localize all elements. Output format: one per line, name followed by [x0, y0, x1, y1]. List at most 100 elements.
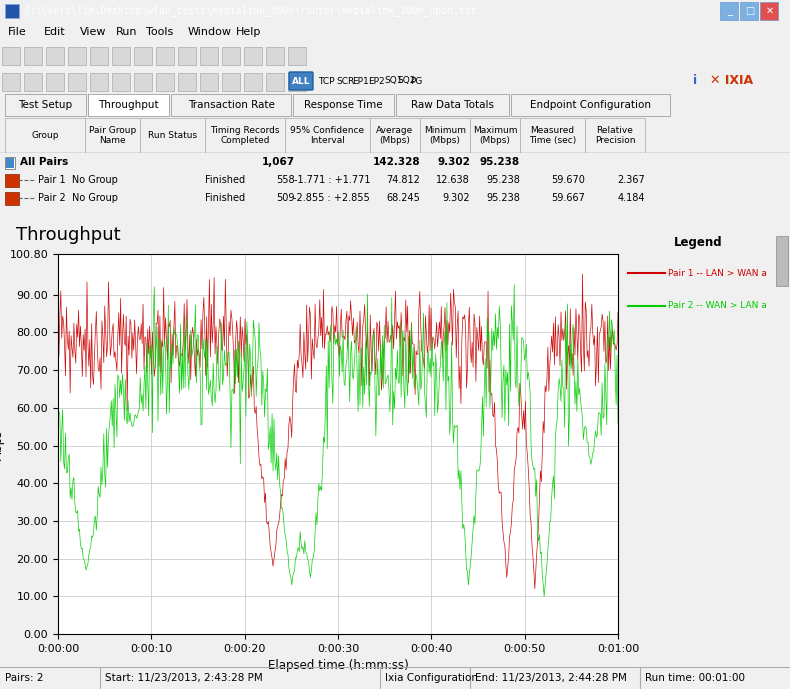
Bar: [244, 73, 262, 91]
Text: Ixia Configuration:: Ixia Configuration:: [385, 673, 482, 683]
Bar: [90, 73, 108, 91]
Text: SQ1: SQ1: [384, 76, 402, 85]
Text: Response Time: Response Time: [304, 100, 382, 110]
Bar: [24, 47, 42, 65]
Text: Endpoint Configuration: Endpoint Configuration: [530, 100, 651, 110]
Text: EP1: EP1: [352, 76, 369, 85]
Bar: [85, 118, 140, 153]
Text: Pair 1 -- LAN > WAN a: Pair 1 -- LAN > WAN a: [668, 269, 767, 278]
Bar: [134, 73, 152, 91]
Bar: [2, 47, 20, 65]
Bar: [222, 73, 240, 91]
Text: Run time: 00:01:00: Run time: 00:01:00: [645, 673, 745, 683]
Text: -2.855 : +2.855: -2.855 : +2.855: [293, 193, 370, 203]
Bar: [5, 174, 19, 187]
Bar: [370, 118, 420, 153]
Text: i: i: [693, 74, 697, 88]
Text: Maximum
(Mbps): Maximum (Mbps): [472, 126, 517, 145]
Text: Average
(Mbps): Average (Mbps): [376, 126, 414, 145]
Text: C:\Users\Tim\Desktop\wlan_tests\medialink_300n\router\medialink_300n_updn.tst: C:\Users\Tim\Desktop\wlan_tests\medialin…: [24, 6, 476, 17]
Text: 509: 509: [276, 193, 295, 203]
Text: 9.302: 9.302: [442, 193, 470, 203]
Text: View: View: [80, 27, 107, 37]
Text: Start: 11/23/2013, 2:43:28 PM: Start: 11/23/2013, 2:43:28 PM: [105, 673, 263, 683]
Bar: [266, 73, 284, 91]
Text: End: 11/23/2013, 2:44:28 PM: End: 11/23/2013, 2:44:28 PM: [475, 673, 627, 683]
Text: Timing Records
Completed: Timing Records Completed: [210, 126, 280, 145]
FancyBboxPatch shape: [511, 94, 670, 116]
Text: Measured
Time (sec): Measured Time (sec): [529, 126, 576, 145]
Text: Help: Help: [236, 27, 261, 37]
Text: ✕: ✕: [766, 6, 774, 16]
Text: 59.670: 59.670: [551, 175, 585, 185]
Text: Group: Group: [32, 131, 58, 140]
Text: Window: Window: [188, 27, 232, 37]
Text: Minimum
(Mbps): Minimum (Mbps): [424, 126, 466, 145]
Text: 95.238: 95.238: [486, 193, 520, 203]
Bar: [112, 73, 130, 91]
Bar: [5, 157, 15, 169]
Text: 74.812: 74.812: [386, 175, 420, 185]
Text: Finished: Finished: [205, 175, 245, 185]
Bar: [585, 118, 645, 153]
Y-axis label: Mbps: Mbps: [0, 429, 4, 460]
Text: 1,067: 1,067: [261, 157, 295, 167]
Bar: [5, 192, 19, 205]
Text: Throughput: Throughput: [16, 226, 120, 244]
Text: Relative
Precision: Relative Precision: [595, 126, 635, 145]
Bar: [68, 73, 86, 91]
Bar: [288, 47, 306, 65]
Bar: [24, 73, 42, 91]
Text: 4.184: 4.184: [618, 193, 645, 203]
Bar: [205, 118, 285, 153]
X-axis label: Elapsed time (h:mm:ss): Elapsed time (h:mm:ss): [268, 659, 408, 672]
Text: -1.771 : +1.771: -1.771 : +1.771: [294, 175, 370, 185]
Text: _: _: [728, 6, 732, 16]
Bar: [470, 118, 520, 153]
Text: ALL: ALL: [292, 76, 310, 85]
Text: Pair 2 -- WAN > LAN a: Pair 2 -- WAN > LAN a: [668, 302, 766, 311]
Text: Raw Data Totals: Raw Data Totals: [411, 100, 494, 110]
Text: Run: Run: [116, 27, 137, 37]
Text: Pair 1  No Group: Pair 1 No Group: [38, 175, 118, 185]
Text: 9.302: 9.302: [437, 157, 470, 167]
Text: PG: PG: [410, 76, 423, 85]
Text: Finished: Finished: [205, 193, 245, 203]
Text: 95% Confidence
Interval: 95% Confidence Interval: [291, 126, 364, 145]
Bar: [178, 73, 196, 91]
Text: TCP: TCP: [318, 76, 334, 85]
Text: SQ2: SQ2: [397, 76, 416, 85]
Bar: [46, 73, 64, 91]
Text: SCR: SCR: [336, 76, 354, 85]
Text: EP2: EP2: [368, 76, 385, 85]
Text: 142.328: 142.328: [372, 157, 420, 167]
Bar: [90, 47, 108, 65]
Bar: [5, 118, 85, 153]
Text: ✕ IXIA: ✕ IXIA: [710, 74, 753, 88]
Bar: [777, 236, 788, 285]
Bar: [520, 118, 585, 153]
FancyBboxPatch shape: [289, 72, 313, 90]
Bar: [285, 118, 370, 153]
FancyBboxPatch shape: [396, 94, 509, 116]
Text: 2.367: 2.367: [617, 175, 645, 185]
Bar: [178, 47, 196, 65]
FancyBboxPatch shape: [171, 94, 291, 116]
Text: □: □: [746, 6, 754, 16]
Bar: [112, 47, 130, 65]
Text: Legend: Legend: [674, 236, 723, 249]
Bar: [222, 47, 240, 65]
Bar: [288, 73, 306, 91]
FancyBboxPatch shape: [5, 94, 86, 116]
Text: Tools: Tools: [146, 27, 173, 37]
FancyBboxPatch shape: [293, 94, 393, 116]
Bar: [68, 47, 86, 65]
Text: Pairs: 2: Pairs: 2: [5, 673, 43, 683]
Text: 59.667: 59.667: [551, 193, 585, 203]
Bar: [266, 47, 284, 65]
Text: 95.238: 95.238: [486, 175, 520, 185]
Bar: [200, 47, 218, 65]
Text: 95.238: 95.238: [480, 157, 520, 167]
Bar: [134, 47, 152, 65]
FancyBboxPatch shape: [88, 94, 169, 116]
